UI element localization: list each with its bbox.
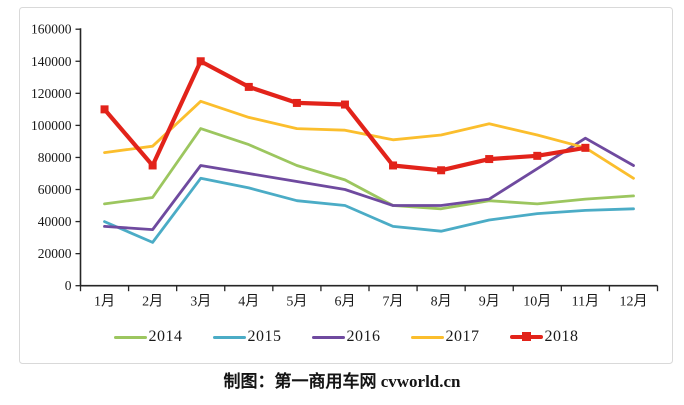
y-tick-label: 160000: [31, 22, 72, 37]
legend-item-2014: 2014: [113, 328, 183, 346]
x-tick-label: 1月: [94, 294, 115, 310]
series-marker-2018: [581, 143, 590, 152]
x-tick-label: 3月: [190, 294, 211, 310]
x-tick-label: 7月: [383, 294, 404, 310]
x-tick-label: 9月: [479, 294, 500, 310]
series-marker-2018: [437, 166, 446, 175]
x-tick-label: 2月: [142, 294, 163, 310]
x-tick-label: 4月: [238, 294, 259, 310]
y-tick-label: 20000: [38, 246, 72, 261]
x-tick-label: 11月: [572, 294, 599, 310]
legend-swatch-2016: [311, 335, 345, 339]
x-tick-label: 10月: [523, 294, 551, 310]
series-marker-2018: [340, 100, 349, 109]
legend-item-2018: 2018: [509, 328, 579, 346]
series-marker-2018: [148, 161, 157, 170]
y-tick-label: 60000: [38, 182, 72, 197]
series-marker-2018: [292, 98, 301, 107]
legend-label-2015: 2015: [247, 328, 282, 345]
series-marker-2018: [485, 155, 494, 164]
series-line-2015: [103, 176, 635, 244]
legend-label-2017: 2017: [445, 328, 480, 345]
series-marker-2018: [100, 105, 109, 114]
y-tick-label: 120000: [31, 86, 72, 101]
series-marker-2018: [389, 161, 398, 170]
legend-item-2017: 2017: [410, 328, 480, 346]
x-tick-label: 12月: [619, 294, 647, 310]
legend-label-2014: 2014: [148, 328, 183, 345]
series-marker-2018: [533, 151, 542, 160]
x-tick-label: 6月: [334, 294, 355, 310]
y-tick-label: 0: [65, 278, 72, 293]
legend-label-2018: 2018: [544, 328, 579, 345]
y-tick-label: 100000: [31, 118, 72, 133]
x-tick-label: 5月: [286, 294, 307, 310]
legend-item-2016: 2016: [311, 328, 381, 346]
chart-panel: [19, 7, 673, 364]
y-tick-label: 140000: [31, 54, 72, 69]
series-marker-2018: [244, 82, 253, 91]
series-marker-2018: [196, 57, 205, 66]
y-tick-label: 80000: [38, 150, 72, 165]
legend: 2014 2015 2016 2017 2018: [20, 328, 672, 346]
x-tick-label: 8月: [431, 294, 452, 310]
legend-swatch-2014: [113, 335, 147, 339]
legend-swatch-2018: [509, 332, 543, 341]
legend-item-2015: 2015: [212, 328, 282, 346]
caption: 制图：第一商用车网 cvworld.cn: [223, 372, 461, 391]
series-line-2016: [103, 136, 635, 232]
legend-label-2016: 2016: [346, 328, 381, 345]
legend-swatch-2017: [410, 335, 444, 339]
series-line-2014: [103, 127, 635, 211]
y-tick-label: 40000: [38, 214, 72, 229]
legend-marker-icon: [521, 332, 531, 341]
legend-swatch-2015: [212, 335, 246, 339]
